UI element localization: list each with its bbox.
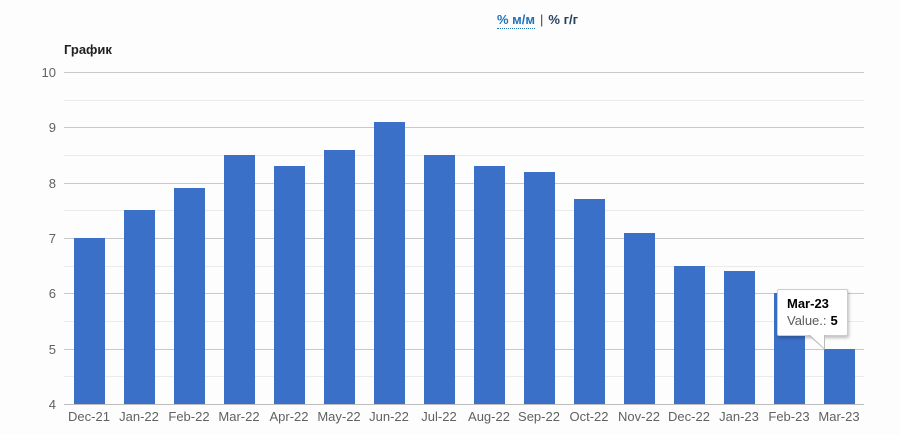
x-axis-label: Apr-22 bbox=[269, 409, 309, 424]
tooltip-row: Value.: 5 bbox=[787, 312, 838, 329]
x-axis-label: Dec-22 bbox=[668, 409, 710, 424]
gridline-minor bbox=[64, 376, 864, 377]
x-axis-label: Feb-22 bbox=[168, 409, 210, 424]
chart-bar-Jan-22[interactable] bbox=[123, 210, 155, 404]
x-axis-label: Dec-21 bbox=[68, 409, 110, 424]
x-axis-label: Nov-22 bbox=[618, 409, 660, 424]
x-axis-label: Sep-22 bbox=[518, 409, 560, 424]
y-axis-label: 10 bbox=[41, 65, 56, 80]
gridline-major bbox=[64, 127, 864, 128]
chart-bar-Feb-22[interactable] bbox=[173, 188, 205, 404]
chart-title: График bbox=[64, 42, 112, 57]
chart-bar-Jan-23[interactable] bbox=[723, 271, 755, 404]
x-axis-label: Jan-22 bbox=[119, 409, 159, 424]
gridline-major bbox=[64, 238, 864, 239]
gridline-minor bbox=[64, 266, 864, 267]
tooltip: Mar-23 Value.: 5 bbox=[777, 289, 848, 350]
chart-bar-Mar-23[interactable] bbox=[823, 348, 855, 404]
gridline-minor bbox=[64, 100, 864, 101]
x-axis-label: Jun-22 bbox=[369, 409, 409, 424]
y-axis-label: 8 bbox=[48, 176, 56, 191]
chart-bar-Dec-22[interactable] bbox=[673, 265, 705, 404]
tooltip-value: 5 bbox=[830, 313, 838, 328]
gridline-minor bbox=[64, 210, 864, 211]
gridline-major bbox=[64, 293, 864, 294]
gridline-major bbox=[64, 72, 864, 73]
chart-bar-Nov-22[interactable] bbox=[623, 232, 655, 404]
gridline-major bbox=[64, 349, 864, 350]
tooltip-title: Mar-23 bbox=[787, 296, 829, 311]
x-axis-baseline bbox=[64, 404, 864, 405]
toggle-mom-link[interactable]: % м/м bbox=[497, 12, 536, 29]
chart-bar-Oct-22[interactable] bbox=[573, 199, 605, 404]
gridline-minor bbox=[64, 155, 864, 156]
toggle-yoy-link[interactable]: % г/г bbox=[548, 12, 579, 27]
x-axis-label: Feb-23 bbox=[768, 409, 810, 424]
chart-bar-Jul-22[interactable] bbox=[423, 155, 455, 404]
tooltip-tail bbox=[809, 334, 824, 348]
y-axis-label: 5 bbox=[48, 342, 56, 357]
y-axis-label: 4 bbox=[48, 397, 56, 412]
chart-bar-Dec-21[interactable] bbox=[73, 238, 105, 404]
chart-bar-Apr-22[interactable] bbox=[273, 166, 305, 404]
view-toggle: % м/м | % г/г bbox=[497, 12, 579, 29]
gridline-major bbox=[64, 183, 864, 184]
y-axis-label: 6 bbox=[48, 286, 56, 301]
x-axis-label: Mar-23 bbox=[818, 409, 860, 424]
chart-bar-Sep-22[interactable] bbox=[523, 171, 555, 404]
chart-bar-Jun-22[interactable] bbox=[373, 121, 405, 404]
y-axis-label: 7 bbox=[48, 231, 56, 246]
x-axis-label: Aug-22 bbox=[468, 409, 510, 424]
chart-bar-Mar-22[interactable] bbox=[223, 155, 255, 404]
toggle-separator: | bbox=[540, 12, 544, 27]
x-axis-label: Jul-22 bbox=[421, 409, 457, 424]
chart-bar-May-22[interactable] bbox=[323, 149, 355, 404]
x-axis-label: Jan-23 bbox=[719, 409, 759, 424]
x-axis-label: May-22 bbox=[317, 409, 361, 424]
gridline-minor bbox=[64, 321, 864, 322]
tooltip-label: Value.: bbox=[787, 313, 827, 328]
chart-bar-Aug-22[interactable] bbox=[473, 166, 505, 404]
x-axis-label: Oct-22 bbox=[569, 409, 609, 424]
x-axis-label: Mar-22 bbox=[218, 409, 260, 424]
y-axis-label: 9 bbox=[48, 120, 56, 135]
